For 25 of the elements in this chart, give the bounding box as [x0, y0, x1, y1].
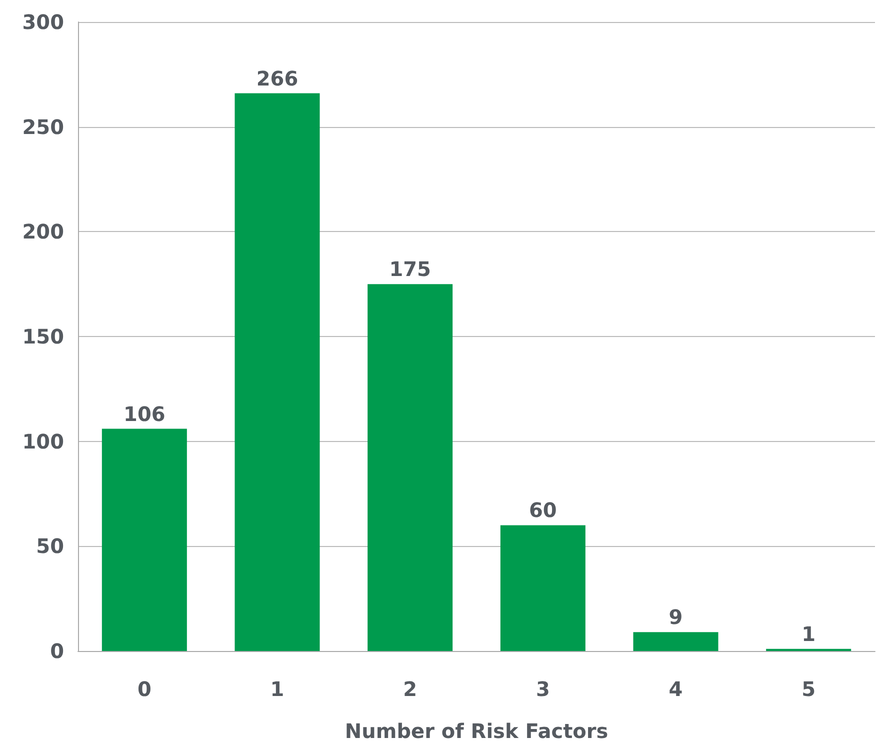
x-axis-title: Number of Risk Factors: [344, 719, 608, 743]
x-tick-label: 1: [270, 677, 284, 701]
data-label: 9: [668, 605, 683, 630]
y-tick-label: 250: [22, 114, 64, 139]
x-tick-label: 5: [802, 677, 816, 701]
y-tick-label: 200: [22, 220, 64, 244]
y-tick-label: 300: [22, 10, 64, 34]
data-label: 266: [256, 66, 298, 90]
bar: [500, 525, 586, 651]
data-label: 175: [389, 257, 431, 282]
x-tick-label: 4: [668, 677, 683, 701]
x-tick-label: 2: [403, 677, 418, 701]
y-tick-label: 100: [22, 429, 64, 454]
bar: [102, 428, 187, 651]
data-label: 106: [124, 402, 166, 426]
data-label: 1: [802, 622, 816, 646]
bar: [234, 93, 320, 651]
x-tick-label: 3: [536, 677, 550, 701]
y-tick-label: 150: [22, 324, 64, 348]
y-tick-label: 50: [36, 534, 64, 558]
bar: [368, 284, 453, 651]
data-label: 60: [528, 498, 557, 522]
bar: [633, 632, 718, 651]
x-tick-label: 0: [137, 677, 152, 701]
y-tick-label: 0: [50, 639, 64, 663]
